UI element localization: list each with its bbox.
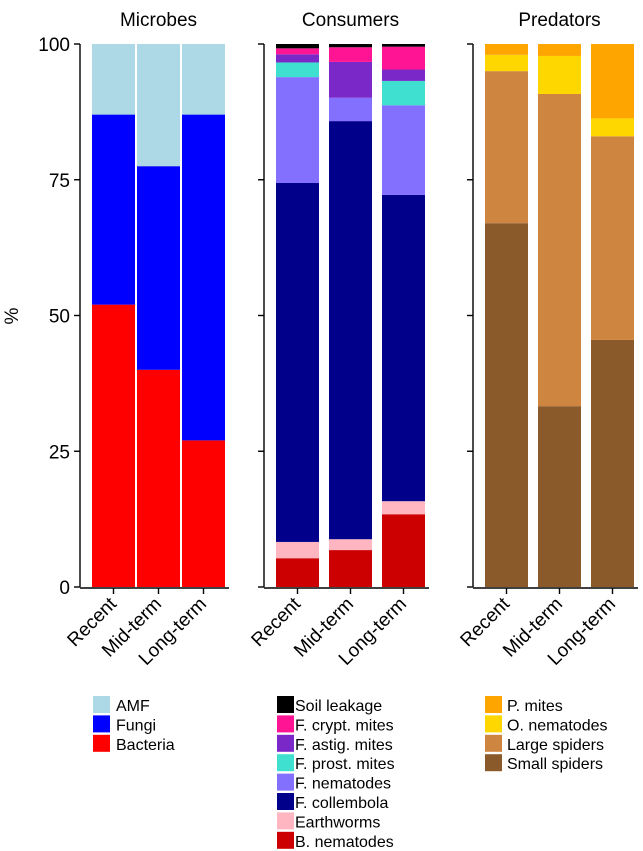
bar-segment xyxy=(485,223,528,587)
bar-segment xyxy=(382,46,425,70)
bar-segment xyxy=(182,440,225,587)
legend-swatch xyxy=(277,715,294,733)
legend-label: Earthworms xyxy=(295,814,380,831)
legend-swatch xyxy=(277,831,294,849)
bar-segment xyxy=(382,514,425,587)
legend-swatch xyxy=(277,696,294,713)
bar-segment xyxy=(382,105,425,195)
legend-swatch xyxy=(277,734,294,752)
legend-label: AMF xyxy=(116,698,150,715)
bar-segment xyxy=(485,54,528,72)
legend-swatch xyxy=(93,734,110,752)
y-tick-label: 100 xyxy=(38,35,70,56)
legend-label: Fungi xyxy=(116,717,156,734)
panel-0: Microbes0255075100RecentMid-termLong-ter… xyxy=(38,10,229,754)
y-tick-label: 75 xyxy=(49,171,70,192)
bar-segment xyxy=(485,71,528,224)
y-axis-label: % xyxy=(2,307,23,324)
bar-segment xyxy=(329,47,372,62)
bar-segment xyxy=(137,44,180,167)
bar-segment xyxy=(538,93,581,407)
bar-segment xyxy=(276,77,319,184)
legend-swatch xyxy=(277,773,294,791)
bar-segment xyxy=(591,136,634,340)
bar-segment xyxy=(276,62,319,78)
bar-segment xyxy=(538,406,581,587)
legend-label: Soil leakage xyxy=(295,698,382,715)
legend-swatch xyxy=(485,715,502,733)
bar-segment xyxy=(137,369,180,587)
bar-segment xyxy=(382,80,425,106)
bar-segment xyxy=(137,166,180,370)
legend-label: Bacteria xyxy=(116,737,175,754)
bar-segment xyxy=(538,55,581,94)
bar-segment xyxy=(538,44,581,56)
bar-segment xyxy=(382,501,425,515)
legend-swatch xyxy=(485,734,502,752)
legend-label: Small spiders xyxy=(507,756,603,773)
bar-segment xyxy=(591,118,634,137)
bar-segment xyxy=(329,121,372,540)
bar-segment xyxy=(92,304,135,587)
legend-swatch xyxy=(485,754,502,772)
legend-label: B. nematodes xyxy=(295,834,394,851)
legend-label: P. mites xyxy=(507,698,563,715)
panel-title: Microbes xyxy=(120,10,197,31)
legend-swatch xyxy=(277,812,294,830)
y-tick-label: 25 xyxy=(49,442,70,463)
bar-segment xyxy=(92,44,135,115)
bar-segment xyxy=(485,44,528,55)
bar-segment xyxy=(182,44,225,115)
legend-swatch xyxy=(93,715,110,733)
bar-segment xyxy=(92,114,135,305)
legend-swatch xyxy=(485,696,502,713)
bar-segment xyxy=(329,539,372,551)
bar-segment xyxy=(276,558,319,587)
legend-label: F. nematodes xyxy=(295,776,391,793)
bar-segment xyxy=(276,54,319,63)
y-tick-label: 50 xyxy=(49,307,70,328)
bar-segment xyxy=(276,48,319,55)
legend-label: F. astig. mites xyxy=(295,737,393,754)
legend-label: F. collembola xyxy=(295,795,388,812)
legend-label: F. crypt. mites xyxy=(295,717,394,734)
legend-swatch xyxy=(277,754,294,772)
bar-segment xyxy=(382,194,425,502)
legend-swatch xyxy=(93,696,110,713)
legend-label: F. prost. mites xyxy=(295,756,395,773)
bar-segment xyxy=(182,114,225,441)
panel-title: Predators xyxy=(518,10,600,31)
bar-segment xyxy=(329,550,372,587)
bar-segment xyxy=(276,541,319,559)
panel-title: Consumers xyxy=(302,10,399,31)
bar-segment xyxy=(329,61,372,98)
bar-segment xyxy=(276,44,319,49)
bar-segment xyxy=(329,44,372,48)
bar-segment xyxy=(591,339,634,587)
bar-segment xyxy=(591,44,634,119)
bar-segment xyxy=(276,183,319,542)
legend-label: O. nematodes xyxy=(507,717,608,734)
y-tick-label: 0 xyxy=(59,578,70,599)
legend-swatch xyxy=(277,793,294,810)
bar-segment xyxy=(329,97,372,122)
bar-segment xyxy=(382,69,425,81)
legend-label: Large spiders xyxy=(507,737,604,754)
bar-segment xyxy=(382,44,425,47)
